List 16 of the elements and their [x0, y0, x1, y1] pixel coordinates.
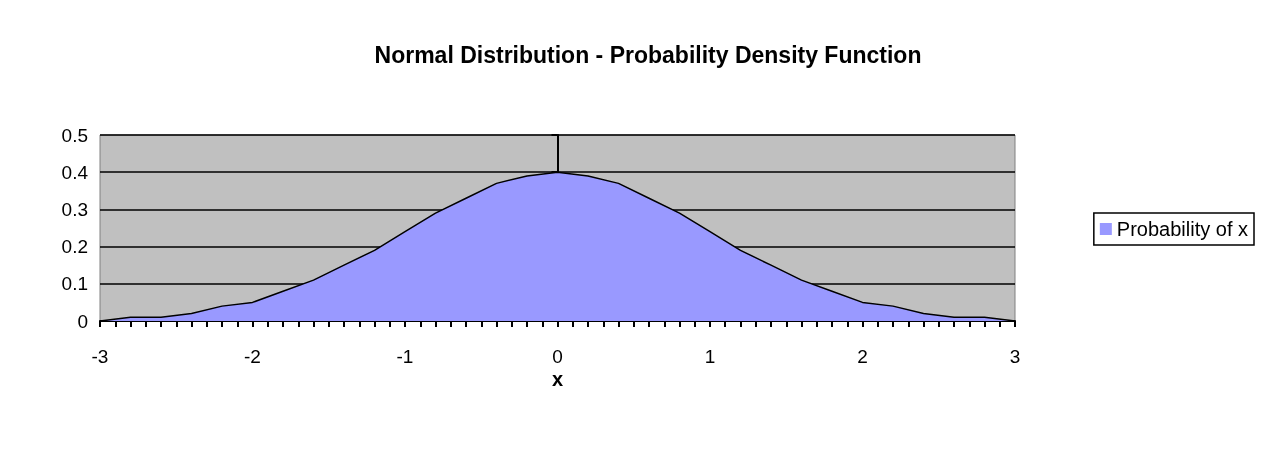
x-tick-label: 3 — [1009, 346, 1021, 367]
y-tick-label: 0.1 — [61, 273, 88, 295]
x-tick-label: 0 — [552, 346, 563, 367]
x-tick-label: 2 — [857, 346, 868, 367]
chart-title: Normal Distribution - Probability Density Function — [374, 41, 922, 68]
legend-label: Probability of x — [1116, 218, 1248, 240]
y-tick-label: 0.2 — [61, 236, 88, 258]
x-axis-title: x — [551, 368, 564, 390]
y-tick-label: 0 — [77, 310, 88, 332]
x-tick-label: -3 — [91, 346, 109, 367]
y-tick-label: 0.3 — [61, 198, 88, 220]
x-tick-label: -1 — [396, 346, 414, 367]
y-tick-label: 0.4 — [61, 161, 89, 183]
x-tick-label: -2 — [244, 346, 261, 367]
y-tick-label: 0.5 — [61, 124, 88, 146]
x-tick-label: 1 — [704, 346, 716, 367]
